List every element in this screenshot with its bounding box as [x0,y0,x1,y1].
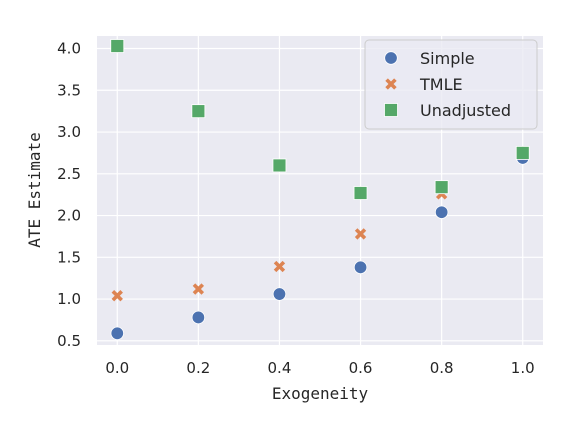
simple-point [110,326,124,341]
legend-unadjusted-marker [384,103,398,117]
y-tick-label: 3.0 [57,123,81,141]
tmle-point [354,228,367,240]
x-tick-label: 0.2 [186,359,210,377]
legend-tmle-label: TMLE [419,75,463,94]
x-tick-label: 0.6 [349,359,373,377]
simple-point [191,310,206,325]
legend-unadjusted-label: Unadjusted [420,101,511,120]
y-tick-label: 1.5 [57,248,81,266]
unadjusted-point [110,39,125,53]
y-tick-label: 2.0 [57,207,81,225]
legend-simple-label: Simple [420,49,475,68]
simple-point [272,287,287,301]
grid-lines [97,36,543,345]
y-tick-label: 1.0 [57,290,81,308]
legend-simple-marker [384,51,398,65]
data-points [110,39,530,341]
y-tick-label: 2.5 [57,165,81,183]
tmle-point [273,260,286,273]
x-tick-label: 0.8 [430,359,454,377]
legend-box [364,39,538,130]
y-tick-label: 0.5 [57,332,81,350]
unadjusted-point [353,186,368,200]
unadjusted-point [515,146,530,160]
y-axis-label: ATE Estimate [25,132,44,248]
x-tick-label: 0.0 [105,359,129,377]
tmle-point [192,283,205,295]
y-tick-label: 3.5 [57,81,81,99]
unadjusted-point [191,104,206,119]
x-axis-label: Exogeneity [272,384,369,403]
x-tick-label: 0.4 [268,359,292,377]
legend-tmle-marker [385,78,397,90]
legend: Simple TMLE Unadjusted [364,39,538,130]
simple-point [353,260,368,275]
unadjusted-point [434,180,449,195]
y-tick-label: 4.0 [57,40,81,58]
tick-labels: 0.0 0.2 0.4 0.6 0.8 1.0 0.5 1.0 1.5 2.0 2.5 3.0 3.5 4… [57,40,535,377]
unadjusted-point [272,158,287,173]
tmle-point [111,290,123,302]
simple-point [434,205,449,219]
x-tick-label: 1.0 [511,359,535,377]
